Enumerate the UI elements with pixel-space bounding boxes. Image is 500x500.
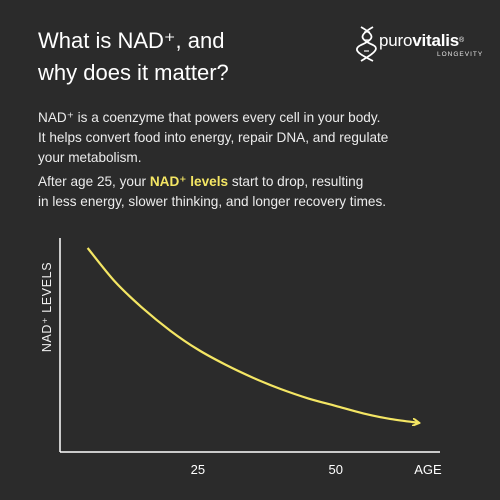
- y-axis-label-text: NAD⁺ LEVELS: [40, 261, 54, 353]
- dna-helix-icon: [356, 26, 377, 62]
- decline-line-1: After age 25, your NAD⁺ levels start to …: [38, 172, 386, 192]
- x-axis-label: AGE: [414, 462, 442, 477]
- intro-line-1: NAD⁺ is a coenzyme that powers every cel…: [38, 110, 381, 125]
- decline-line-1-start: After age 25, your: [38, 174, 150, 189]
- y-axis-label: NAD⁺ LEVELS: [38, 258, 54, 358]
- headline-line-1: What is NAD⁺, and: [38, 28, 225, 53]
- intro-line-3: your metabolism.: [38, 150, 142, 165]
- nad-decline-chart: [59, 238, 440, 453]
- nad-level-curve: [86, 247, 419, 423]
- decline-paragraph: After age 25, your NAD⁺ levels start to …: [38, 172, 386, 212]
- headline: What is NAD⁺, and why does it matter?: [38, 25, 298, 89]
- x-tick-label: 50: [328, 462, 343, 477]
- brand-word-bold: vitalis: [412, 31, 460, 50]
- nad-levels-highlight: NAD⁺ levels: [149, 174, 229, 189]
- decline-line-1-end: start to drop, resulting: [228, 174, 364, 189]
- brand-wordmark: purovitalis®: [379, 31, 464, 51]
- brand-word-light: puro: [379, 31, 413, 50]
- registered-mark: ®: [459, 37, 464, 44]
- intro-paragraph: NAD⁺ is a coenzyme that powers every cel…: [38, 108, 388, 168]
- brand-logo: purovitalis® LONGEVITY: [355, 25, 495, 65]
- headline-line-2: why does it matter?: [38, 60, 229, 85]
- brand-tagline: LONGEVITY: [437, 51, 484, 58]
- intro-line-2: It helps convert food into energy, repai…: [38, 130, 389, 145]
- x-tick-label: 25: [190, 462, 206, 477]
- decline-line-2: in less energy, slower thinking, and lon…: [38, 194, 387, 209]
